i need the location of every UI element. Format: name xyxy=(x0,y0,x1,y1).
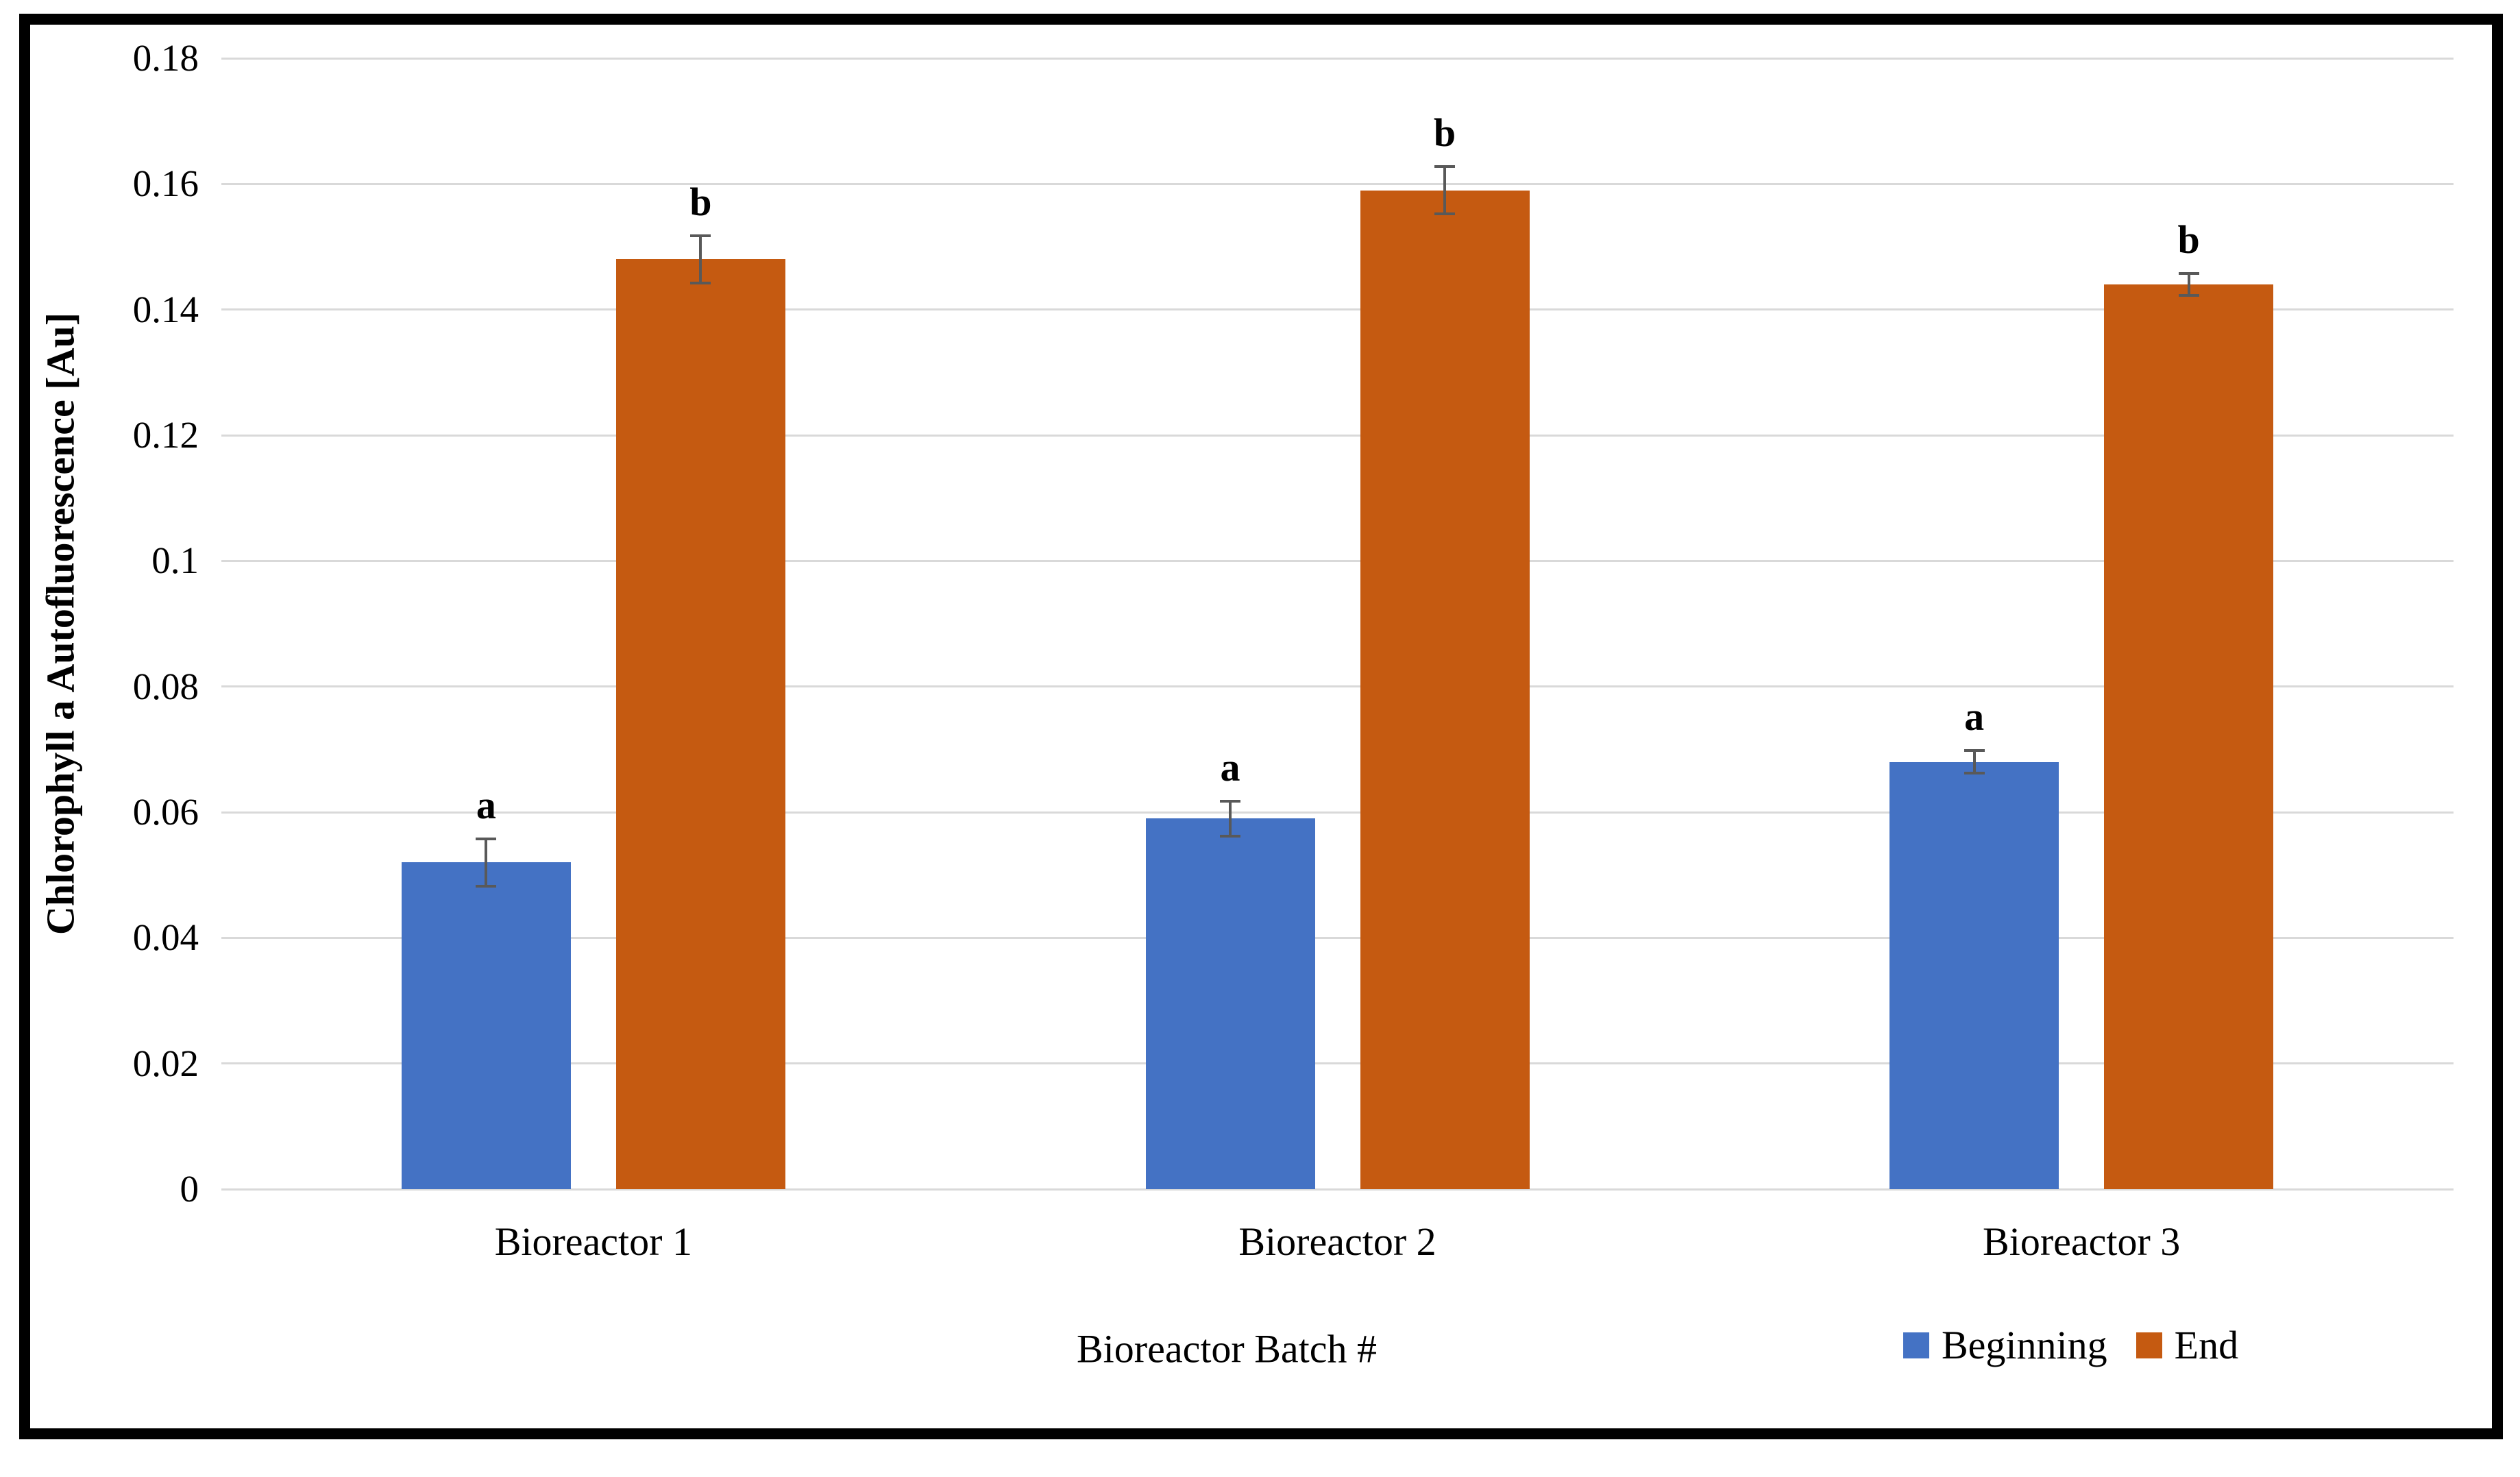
legend-swatch-beginning-icon xyxy=(1903,1332,1929,1358)
error-bar-part xyxy=(1972,749,1976,774)
error-bar-part xyxy=(2178,294,2199,297)
error-bar-part xyxy=(690,282,711,284)
plot-area: a b a b a b xyxy=(221,57,2454,1191)
legend-label-beginning: Beginning xyxy=(1942,1323,2107,1367)
x-category-label: Bioreactor 3 xyxy=(1983,1219,2181,1264)
gridline xyxy=(221,1188,2454,1191)
y-tick-label: 0 xyxy=(180,1168,199,1210)
bar-end-3 xyxy=(2104,284,2274,1189)
significance-letter: a xyxy=(1220,744,1240,790)
gridline xyxy=(221,559,2454,562)
significance-letter: a xyxy=(1964,694,1985,740)
error-bar-part xyxy=(2187,271,2190,297)
y-tick-label: 0.1 xyxy=(151,539,199,582)
significance-letter: b xyxy=(1433,110,1456,155)
error-bar-part xyxy=(1220,799,1240,803)
error-bar-part xyxy=(1229,799,1232,838)
y-tick-label: 0.12 xyxy=(132,414,199,456)
gridline xyxy=(221,57,2454,60)
y-tick-label: 0.14 xyxy=(132,288,199,330)
error-bar-part xyxy=(690,234,711,237)
significance-letter: b xyxy=(2177,217,2200,262)
error-bar-part xyxy=(1434,212,1455,216)
legend-swatch-end-icon xyxy=(2136,1332,2162,1358)
y-tick-label: 0.08 xyxy=(132,665,199,707)
bar-beginning-2 xyxy=(1145,818,1315,1189)
legend: Beginning End xyxy=(1903,1323,2238,1367)
x-category-label: Bioreactor 1 xyxy=(494,1219,692,1264)
error-bar-part xyxy=(1964,749,1985,753)
legend-item-end: End xyxy=(2136,1323,2238,1367)
y-axis-title: Chlorophyll a Autofluorescence [Au] xyxy=(38,312,83,936)
gridline xyxy=(221,182,2454,185)
bar-end-1 xyxy=(615,259,785,1189)
error-bar-part xyxy=(1443,164,1446,216)
gridline xyxy=(221,811,2454,814)
error-bar xyxy=(476,837,497,888)
gridline xyxy=(221,936,2454,939)
legend-label-end: End xyxy=(2174,1323,2239,1367)
gridline xyxy=(221,434,2454,437)
y-tick-label: 0.02 xyxy=(132,1042,199,1084)
significance-letter: a xyxy=(476,782,496,827)
gridline xyxy=(221,1062,2454,1065)
significance-letter: b xyxy=(689,179,712,224)
y-tick-label: 0.18 xyxy=(132,37,199,79)
error-bar-part xyxy=(699,234,702,284)
y-tick-label: 0.04 xyxy=(132,916,199,959)
error-bar-part xyxy=(485,837,488,888)
gridline xyxy=(221,685,2454,688)
error-bar xyxy=(1434,164,1455,216)
y-tick-label: 0.16 xyxy=(132,162,199,205)
error-bar xyxy=(1220,799,1240,838)
x-category-label: Bioreactor 2 xyxy=(1238,1219,1436,1264)
error-bar-part xyxy=(476,885,497,888)
error-bar-part xyxy=(1220,834,1240,838)
error-bar-part xyxy=(2178,271,2199,275)
error-bar-part xyxy=(1964,772,1985,774)
error-bar-part xyxy=(476,837,497,840)
error-bar xyxy=(690,234,711,284)
error-bar xyxy=(1964,749,1985,774)
legend-item-beginning: Beginning xyxy=(1903,1323,2107,1367)
bar-end-2 xyxy=(1360,190,1530,1189)
gridline xyxy=(221,308,2454,311)
x-axis-title: Bioreactor Batch # xyxy=(1076,1326,1378,1371)
error-bar xyxy=(2178,271,2199,297)
error-bar-part xyxy=(1434,164,1455,168)
bar-beginning-3 xyxy=(1889,761,2059,1189)
bar-beginning-1 xyxy=(401,862,571,1189)
y-tick-label: 0.06 xyxy=(132,791,199,833)
